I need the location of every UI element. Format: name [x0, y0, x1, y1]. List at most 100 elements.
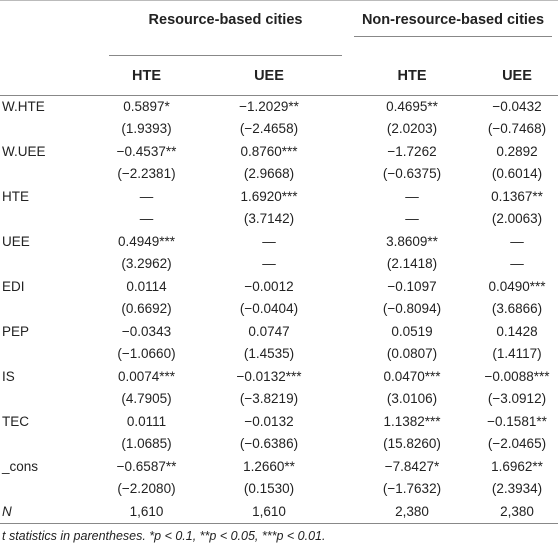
coefficient: 0.0747 — [248, 323, 290, 339]
coefficient: 0.8760*** — [240, 143, 298, 159]
coefficient: −0.4537** — [116, 143, 177, 159]
row: _cons −0.6587** 1.2660** −7.8427* 1.6962** — [0, 456, 558, 479]
row-label — [0, 388, 103, 411]
coefficient: 1.1382*** — [383, 413, 441, 429]
t-statistic: (4.7905) — [121, 391, 172, 406]
row: (3.2962) — (2.1418) — — [0, 253, 558, 276]
coefficient: 0.0111 — [126, 413, 167, 429]
row: TEC 0.0111 −0.0132 1.1382*** −0.1581** — [0, 411, 558, 434]
t-statistic: (3.2962) — [121, 256, 172, 271]
row-label — [0, 163, 103, 186]
coefficient: 1,610 — [190, 500, 348, 524]
coefficient: −0.1581** — [487, 413, 547, 429]
row-label — [0, 253, 103, 276]
coefficient: 0.1428 — [496, 323, 538, 339]
t-statistic: (3.6866) — [491, 301, 543, 316]
row-label: W.HTE — [2, 98, 45, 114]
t-statistic: (0.0807) — [386, 346, 438, 361]
coefficient: 1,610 — [103, 500, 190, 524]
coefficient: −0.0343 — [121, 323, 172, 339]
t-statistic: — — [405, 211, 419, 226]
coefficient: 2,380 — [348, 500, 476, 524]
t-statistic: (2.9668) — [243, 166, 295, 181]
coefficient: 0.0074*** — [117, 368, 176, 384]
coefficient: −0.0088*** — [484, 368, 550, 384]
coefficient: 1.6920*** — [240, 188, 298, 204]
t-statistic: (−0.0404) — [239, 301, 299, 316]
column-header: HTE — [348, 57, 476, 96]
row-label: N — [0, 500, 103, 524]
column-header: UEE — [476, 57, 558, 96]
row: (0.6692) (−0.0404) (−0.8094) (3.6866) — [0, 298, 558, 321]
t-statistic: (−1.7632) — [382, 481, 442, 496]
t-statistic: (−0.8094) — [382, 301, 442, 316]
coefficient: — — [139, 188, 154, 204]
row-label — [0, 478, 103, 501]
row: — (3.7142) — (2.0063) — [0, 208, 558, 231]
coefficient: — — [510, 233, 524, 249]
coefficient: 0.4949*** — [117, 233, 176, 249]
coefficient: −1.2029** — [239, 98, 299, 114]
coefficient: 0.4695** — [386, 98, 438, 114]
row: HTE — 1.6920*** — 0.1367** — [0, 186, 558, 209]
row-label: TEC — [2, 413, 29, 429]
group-header: Non-resource-based cities — [354, 11, 552, 37]
row: PEP −0.0343 0.0747 0.0519 0.1428 — [0, 321, 558, 344]
t-statistic: (0.1530) — [243, 481, 295, 496]
coefficient: −1.7262 — [387, 143, 437, 159]
coefficient: 0.0490*** — [488, 278, 546, 294]
t-statistic: (0.6692) — [121, 301, 172, 316]
t-statistic: (2.3934) — [491, 481, 543, 496]
t-statistic: (−0.7468) — [487, 121, 547, 136]
row: EDI 0.0114 −0.0012 −0.1097 0.0490*** — [0, 276, 558, 299]
coefficient: −7.8427* — [384, 458, 440, 474]
t-statistic: (15.8260) — [383, 436, 441, 451]
coefficient: −0.0132*** — [236, 368, 302, 384]
row-label: W.UEE — [2, 143, 46, 159]
row-label — [0, 298, 103, 321]
coefficient: — — [262, 233, 276, 249]
row: (−2.2080) (0.1530) (−1.7632) (2.3934) — [0, 478, 558, 501]
row-label — [0, 433, 103, 456]
row-label: EDI — [2, 278, 25, 294]
t-statistic: (1.0685) — [121, 436, 172, 451]
row: (1.0685) (−0.6386) (15.8260) (−2.0465) — [0, 433, 558, 456]
row-label: PEP — [2, 323, 30, 339]
t-statistic: (−0.6375) — [382, 166, 442, 181]
row-label: UEE — [2, 233, 30, 249]
t-statistic: (1.4535) — [243, 346, 295, 361]
row-label — [0, 118, 103, 141]
coefficient: 2,380 — [476, 500, 558, 524]
t-statistic: (−1.0660) — [117, 346, 176, 361]
t-statistic: (−2.2381) — [117, 166, 176, 181]
footnote: t statistics in parentheses. *p < 0.1, *… — [2, 529, 326, 543]
row: W.HTE 0.5897* −1.2029** 0.4695** −0.0432 — [0, 95, 558, 118]
column-header: HTE — [103, 57, 190, 96]
coefficient: 3.8609** — [386, 233, 438, 249]
t-statistic: (2.0063) — [491, 211, 543, 226]
t-statistic: — — [262, 256, 276, 271]
t-statistic: (−3.0912) — [487, 391, 547, 406]
t-statistic: — — [139, 211, 154, 226]
t-statistic: (−2.2080) — [117, 481, 176, 496]
row-label: HTE — [2, 188, 29, 204]
coefficient: 0.1367** — [491, 188, 543, 204]
t-statistic: (0.6014) — [491, 166, 543, 181]
coefficient: −0.0012 — [244, 278, 294, 294]
row: IS 0.0074*** −0.0132*** 0.0470*** −0.0088*** — [0, 366, 558, 389]
coefficient: — — [405, 188, 419, 204]
t-statistic: (−2.4658) — [239, 121, 299, 136]
coefficient: 0.0519 — [391, 323, 433, 339]
t-statistic: (1.4117) — [492, 346, 542, 361]
coefficient: −0.6587** — [116, 458, 177, 474]
coefficient: 1.2660** — [243, 458, 295, 474]
row: N 1,610 1,610 2,380 2,380 — [0, 500, 558, 524]
row-label — [0, 343, 103, 366]
row: (−1.0660) (1.4535) (0.0807) (1.4117) — [0, 343, 558, 366]
row: (1.9393) (−2.4658) (2.0203) (−0.7468) — [0, 118, 558, 141]
t-statistic: (2.1418) — [386, 256, 438, 271]
group-header: Resource-based cities — [109, 11, 342, 56]
coefficient: 0.0470*** — [383, 368, 441, 384]
coefficient: −0.0132 — [244, 413, 294, 429]
